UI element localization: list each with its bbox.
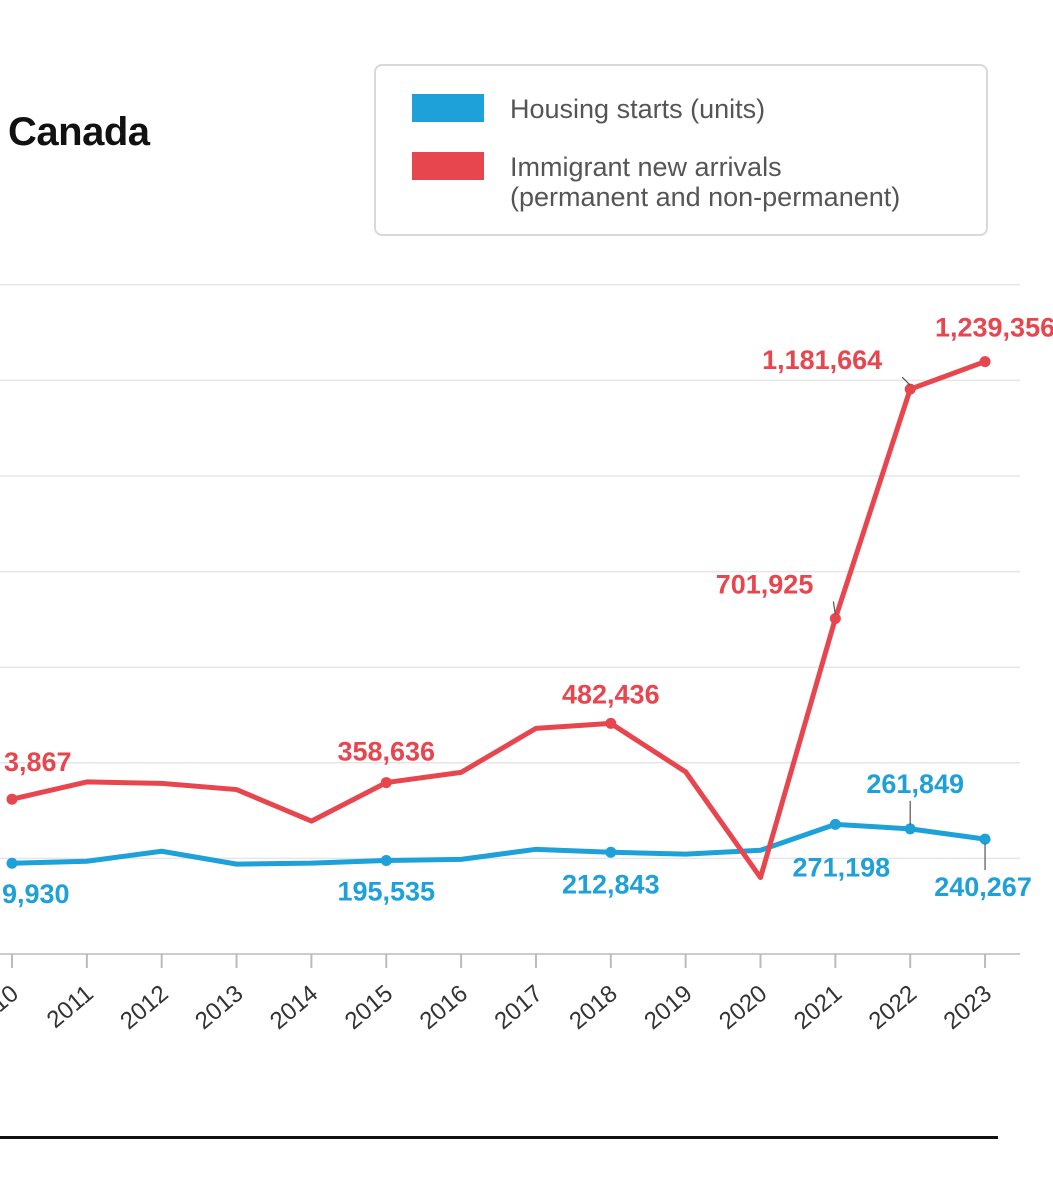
data-point	[829, 612, 841, 624]
data-point	[380, 777, 392, 789]
data-label: 212,843	[562, 869, 660, 899]
data-point	[6, 793, 18, 805]
immigrant-arrivals-line	[9, 359, 988, 881]
data-label: 195,535	[337, 877, 435, 907]
x-tick-label: 2023	[939, 980, 997, 1035]
data-label: 9,930	[2, 879, 70, 909]
housing-starts-line	[9, 821, 988, 867]
legend-label-immigrants: Immigrant new arrivals (permanent and no…	[510, 152, 901, 212]
x-tick-label: 2021	[789, 980, 847, 1035]
data-label: 482,436	[562, 679, 660, 709]
x-tick-label: 10	[0, 980, 24, 1018]
data-label: 3,867	[4, 747, 72, 777]
data-point	[904, 383, 916, 395]
x-tick-label: 2011	[42, 980, 99, 1034]
legend-item-housing: Housing starts (units)	[412, 94, 765, 124]
data-label: 1,181,664	[762, 345, 882, 375]
x-tick-label: 2019	[639, 980, 697, 1035]
x-tick-label: 2022	[864, 980, 922, 1035]
data-label: 701,925	[716, 569, 814, 599]
chart-title: Canada	[8, 110, 150, 154]
x-tick-label: 2017	[490, 980, 548, 1035]
data-label: 240,267	[934, 872, 1032, 902]
data-point	[380, 855, 392, 867]
x-tick-label: 2018	[564, 980, 622, 1035]
data-label: 358,636	[337, 737, 435, 767]
leader-line	[832, 601, 836, 615]
leader-line	[901, 376, 911, 386]
data-label: 261,849	[866, 769, 964, 799]
x-tick-label: 2020	[714, 980, 772, 1035]
data-point	[979, 356, 991, 368]
x-tick-label: 2013	[190, 980, 248, 1035]
legend-swatch-housing	[412, 94, 484, 122]
data-point	[6, 857, 18, 869]
legend-swatch-immigrants	[412, 152, 484, 180]
data-point	[605, 846, 617, 858]
legend-item-immigrants: Immigrant new arrivals (permanent and no…	[412, 152, 900, 212]
x-tick-label: 2016	[415, 980, 473, 1035]
data-label: 271,198	[793, 852, 891, 882]
data-point	[605, 717, 617, 729]
x-tick-label: 2012	[115, 980, 173, 1035]
data-label: 1,239,356	[935, 313, 1053, 343]
data-point	[829, 818, 841, 830]
data-point	[904, 823, 916, 835]
legend-label-housing: Housing starts (units)	[510, 94, 766, 124]
x-tick-label: 2014	[265, 980, 323, 1035]
x-tick-label: 2015	[340, 980, 398, 1035]
legend: Housing starts (units) Immigrant new arr…	[374, 64, 988, 236]
data-point	[979, 833, 991, 845]
bottom-rule	[0, 1136, 998, 1139]
